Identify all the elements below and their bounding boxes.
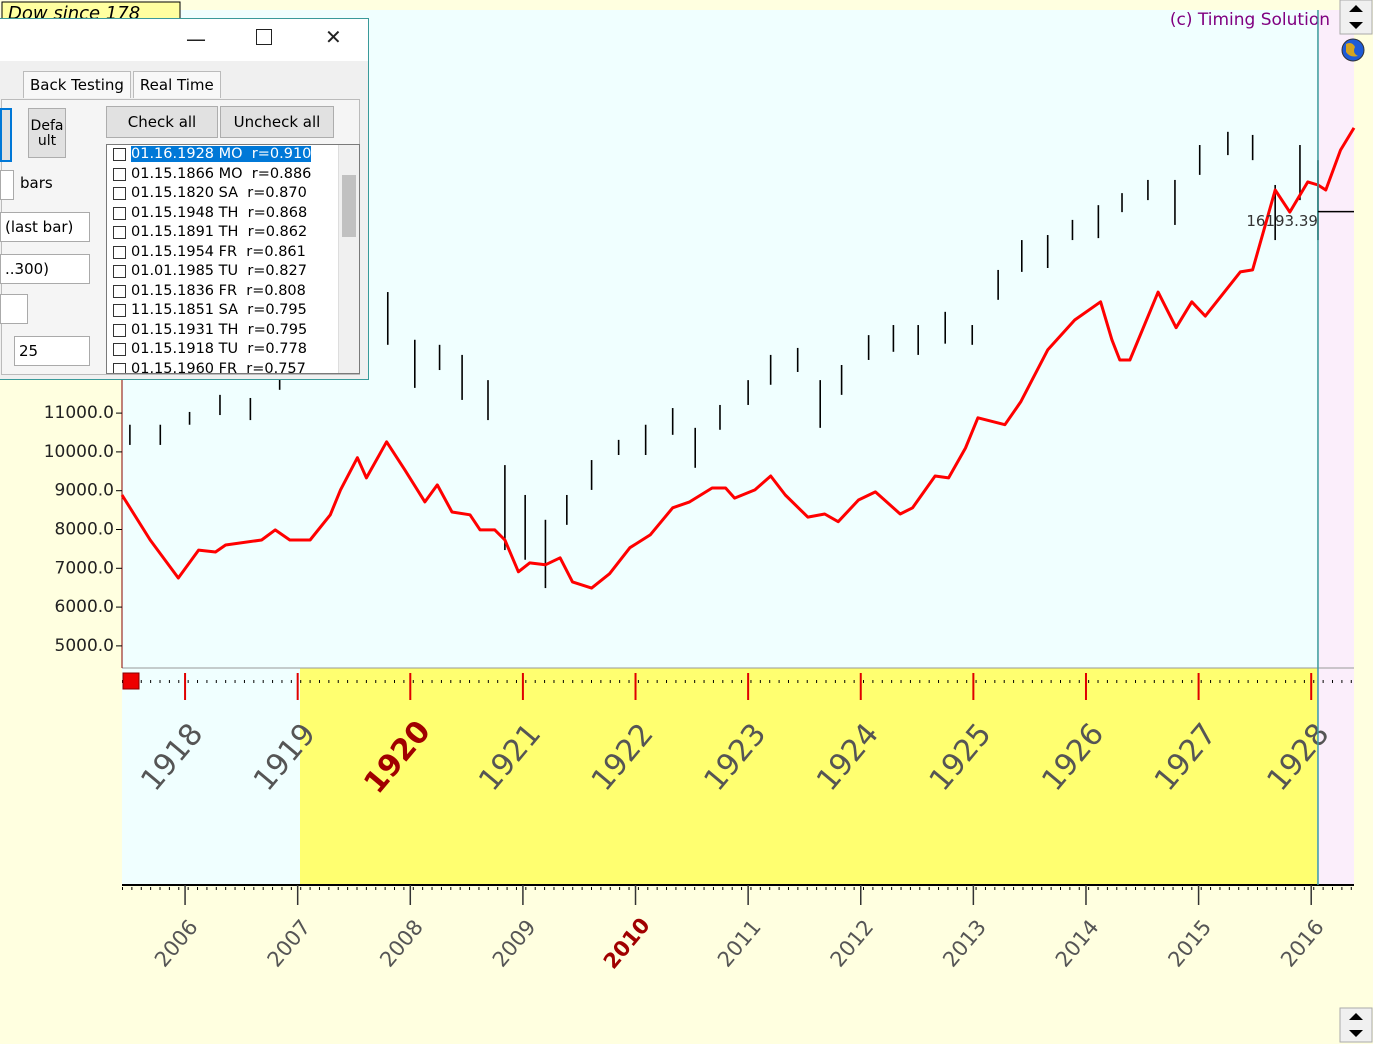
- x2-tick-label: 2016: [1276, 915, 1329, 971]
- axis-band: [122, 668, 300, 885]
- y-tick-label: 11000.0: [44, 403, 114, 423]
- button-label: Defa: [30, 118, 64, 134]
- spin-box[interactable]: [0, 170, 14, 200]
- scroll-arrows: [1349, 5, 1363, 29]
- combo-box[interactable]: [0, 294, 28, 324]
- list-item-text: 01.15.1918 TU r=0.778: [131, 341, 307, 357]
- list-items: 01.16.1928 MO r=0.910 01.15.1866 MO r=0.8…: [107, 145, 359, 374]
- default-button[interactable]: Defa ult: [28, 108, 66, 158]
- combo-box[interactable]: (last bar): [0, 212, 90, 242]
- list-item-text: 01.15.1891 TH r=0.862: [131, 224, 308, 240]
- y-tick-label: 6000.0: [55, 597, 114, 617]
- spin-box[interactable]: 25: [14, 336, 90, 366]
- tab[interactable]: Back Testing: [23, 71, 131, 98]
- tab[interactable]: [1, 71, 21, 98]
- x2-tick-label: 2014: [1051, 915, 1104, 971]
- scroll-thumb[interactable]: [342, 175, 356, 237]
- combo-box[interactable]: ..300): [0, 254, 90, 284]
- y-tick-label: 5000.0: [55, 636, 114, 656]
- tab-panel: Defa ult Check all Uncheck all bars (last…: [0, 99, 360, 375]
- minor-ticks: [122, 887, 1354, 895]
- list-item[interactable]: 01.15.1836 FR r=0.808: [107, 282, 359, 302]
- range-handle[interactable]: [122, 672, 140, 690]
- maximize-button[interactable]: [256, 29, 272, 45]
- projection-line: [120, 127, 1356, 590]
- tab-strip: Back Testing Real Time: [1, 71, 223, 98]
- list-item[interactable]: 01.01.1985 TU r=0.827: [107, 262, 359, 282]
- copyright: (c) Timing Solution: [1170, 10, 1330, 30]
- y-tick-label: 8000.0: [55, 519, 114, 539]
- x2-tick-label: 2006: [150, 915, 203, 971]
- list-item-text: 01.15.1836 FR r=0.808: [131, 282, 306, 299]
- axis-band-future: [1317, 668, 1354, 885]
- x2-tick-label: 2007: [263, 915, 316, 971]
- x2-tick-label: 2011: [713, 915, 766, 971]
- x2-tick-label: 2010: [599, 913, 655, 973]
- x2-tick-label: 2013: [938, 915, 991, 971]
- globe-land: [1346, 43, 1358, 57]
- results-list: 01.16.1928 MO r=0.910 01.15.1866 MO r=0.8…: [106, 144, 360, 374]
- future-zone: [1318, 10, 1354, 668]
- list-item[interactable]: 01.15.1948 TH r=0.868: [107, 204, 359, 224]
- bars-label: bars: [20, 174, 53, 192]
- list-item-text: 01.15.1960 FR r=0.757: [131, 360, 306, 374]
- list-item-text: 01.15.1948 TH r=0.868: [131, 204, 308, 221]
- list-item[interactable]: 01.15.1891 TH r=0.862: [107, 223, 359, 243]
- scrollbar[interactable]: [338, 145, 359, 373]
- list-item[interactable]: 11.15.1851 SA r=0.795: [107, 301, 359, 321]
- y-tick-label: 7000.0: [55, 558, 114, 578]
- x2-tick-label: 2008: [375, 915, 428, 971]
- x2-tick-label: 2015: [1163, 915, 1216, 971]
- minimize-button[interactable]: —: [186, 27, 206, 51]
- axis-band-highlight: [300, 668, 1317, 885]
- list-item[interactable]: 01.15.1918 TU r=0.778: [107, 340, 359, 360]
- minor-ticks: [122, 673, 1354, 683]
- y-tick-label: 9000.0: [55, 481, 114, 501]
- tab[interactable]: Real Time: [132, 71, 221, 98]
- list-item[interactable]: 01.15.1931 TH r=0.795: [107, 321, 359, 341]
- dialog: — ✕ Back Testing Real Time Defa ult Check…: [0, 18, 369, 380]
- list-item[interactable]: 01.15.1954 FR r=0.861: [107, 243, 359, 263]
- list-item-text: 01.01.1985 TU r=0.827: [131, 263, 307, 279]
- x2-tick-label: 2009: [488, 915, 541, 971]
- uncheck-all-button[interactable]: Uncheck all: [220, 106, 334, 138]
- list-item-text: 01.16.1928 MO r=0.910: [131, 146, 312, 162]
- scroll-arrows: [1349, 1013, 1363, 1037]
- list-item[interactable]: 01.15.1960 FR r=0.757: [107, 360, 359, 374]
- list-item-text: 01.15.1931 TH r=0.795: [131, 321, 308, 338]
- list-item-text: 01.15.1954 FR r=0.861: [131, 243, 306, 260]
- list-item[interactable]: 01.16.1928 MO r=0.910: [107, 145, 359, 165]
- list-item[interactable]: 01.15.1866 MO r=0.886: [107, 165, 359, 185]
- button-label: ult: [37, 133, 57, 149]
- title-bar: — ✕: [0, 19, 368, 61]
- list-item-text: 01.15.1866 MO r=0.886: [131, 165, 312, 182]
- y-tick-label: 10000.0: [44, 442, 114, 462]
- x2-tick-label: 2012: [826, 915, 879, 971]
- close-button[interactable]: ✕: [325, 25, 342, 49]
- list-item-text: 11.15.1851 SA r=0.795: [131, 302, 307, 318]
- list-item[interactable]: 01.15.1820 SA r=0.870: [107, 184, 359, 204]
- list-item-text: 01.15.1820 SA r=0.870: [131, 185, 307, 201]
- last-value-label: 16193.39: [1246, 212, 1318, 230]
- check-all-button[interactable]: Check all: [106, 106, 218, 138]
- button[interactable]: [0, 108, 12, 162]
